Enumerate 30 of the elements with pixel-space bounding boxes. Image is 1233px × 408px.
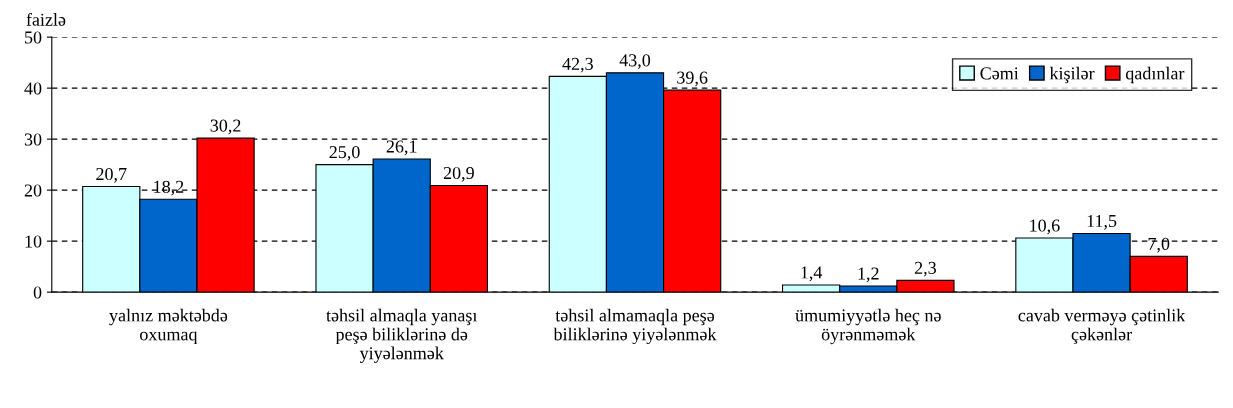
data-label: 1,4 [801, 266, 823, 282]
y-tick-label: 10 [25, 235, 42, 248]
data-label: 7,0 [1148, 237, 1170, 253]
data-label: 1,2 [858, 267, 879, 283]
legend-label: kişilər [1049, 66, 1095, 84]
y-axis-title: faizlə [26, 12, 66, 26]
data-label: 25,0 [329, 146, 360, 161]
data-label: 43,0 [619, 54, 651, 69]
x-tick-label: ümumiyyətlə heç nə öyrənməmək [795, 308, 941, 345]
x-tick-label: yalnız məktəbdə oxumaq [109, 308, 228, 345]
data-label: 11,5 [1087, 214, 1117, 230]
data-label: 30,2 [210, 119, 241, 135]
data-label: 20,9 [443, 166, 474, 182]
y-tick-label: 30 [24, 133, 42, 146]
data-label: 20,7 [96, 167, 127, 183]
data-label: 10,6 [1030, 219, 1060, 235]
y-tick-label: 40 [24, 82, 42, 95]
x-tick-label: təhsil almaqla yanaşı peşə biliklərinə də yiyələnmək [326, 308, 478, 364]
data-label: 18,2 [154, 180, 184, 196]
data-label: 39,6 [677, 71, 708, 87]
x-tick-label: təhsil almamaqla peşə biliklərinə yiyələnmək [553, 308, 717, 345]
legend-label: Cəmi [980, 67, 1019, 80]
data-label: 26,1 [386, 140, 417, 156]
legend-label: qadınlar [1125, 66, 1185, 84]
x-tick-label: cavab verməyə çətinlik çəkənlər [1018, 308, 1186, 345]
y-tick-label: 20 [24, 184, 42, 197]
y-tick-label: 50 [25, 31, 42, 44]
data-label: 42,3 [562, 57, 593, 73]
data-label: 2,3 [914, 261, 937, 277]
y-tick-label: 0 [33, 286, 42, 299]
